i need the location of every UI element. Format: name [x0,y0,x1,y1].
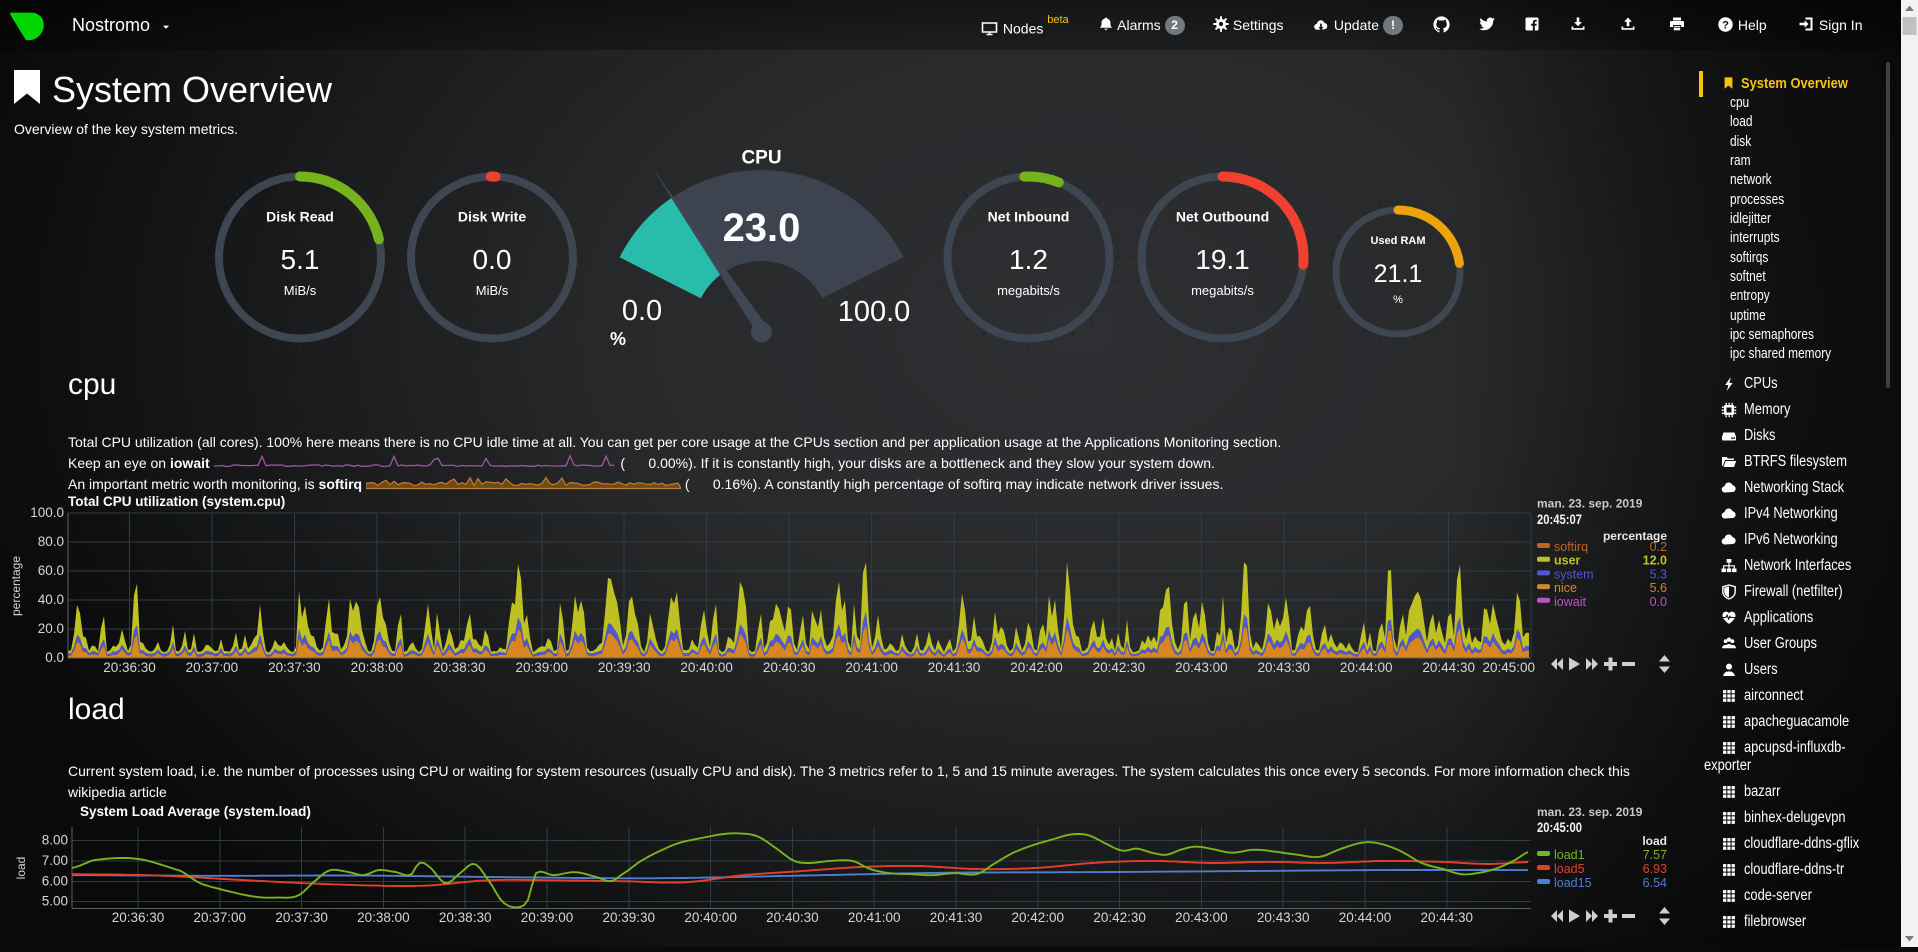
svg-text:20:44:30: 20:44:30 [1421,910,1474,925]
svg-text:21.1: 21.1 [1374,260,1423,288]
svg-text:20:45:07: 20:45:07 [1537,512,1582,527]
svg-text:Total CPU utilization (system.: Total CPU utilization (system.cpu) [68,494,285,509]
svg-text:20:37:30: 20:37:30 [275,910,328,925]
svg-text:12.0: 12.0 [1643,554,1667,568]
svg-text:6.54: 6.54 [1643,876,1667,890]
svg-text:20.0: 20.0 [38,621,64,636]
svg-text:20:38:00: 20:38:00 [351,660,404,675]
svg-text:20:40:30: 20:40:30 [766,910,819,925]
svg-text:System Load Average (system.lo: System Load Average (system.load) [80,804,311,819]
svg-text:Disk Write: Disk Write [458,209,526,225]
svg-text:20:39:00: 20:39:00 [516,660,569,675]
svg-text:80.0: 80.0 [38,534,64,549]
svg-text:7.00: 7.00 [42,853,68,868]
svg-text:0.2: 0.2 [1650,540,1667,554]
svg-text:1.2: 1.2 [1009,244,1048,275]
svg-text:20:43:30: 20:43:30 [1258,660,1311,675]
svg-text:CPU: CPU [741,148,781,169]
svg-text:nice: nice [1554,581,1577,595]
svg-text:20:40:00: 20:40:00 [680,660,733,675]
svg-text:20:41:00: 20:41:00 [845,660,898,675]
svg-text:20:42:00: 20:42:00 [1012,910,1065,925]
svg-text:0.0: 0.0 [45,650,64,665]
svg-text:20:38:30: 20:38:30 [433,660,486,675]
svg-text:iowait: iowait [1554,595,1586,609]
svg-text:softirq: softirq [1554,540,1588,554]
svg-text:megabits/s: megabits/s [997,283,1060,298]
svg-text:5.1: 5.1 [281,244,320,275]
svg-text:7.57: 7.57 [1643,848,1667,862]
svg-text:8.00: 8.00 [42,833,68,848]
svg-text:man. 23. sep. 2019: man. 23. sep. 2019 [1537,497,1643,511]
svg-text:6.93: 6.93 [1643,862,1667,876]
svg-text:20:40:30: 20:40:30 [763,660,816,675]
svg-text:60.0: 60.0 [38,563,64,578]
svg-text:Used RAM: Used RAM [1370,235,1425,247]
svg-text:user: user [1554,554,1581,568]
svg-text:5.00: 5.00 [42,894,68,909]
svg-text:100.0: 100.0 [838,296,911,328]
svg-text:Net Inbound: Net Inbound [988,209,1070,225]
svg-text:20:43:30: 20:43:30 [1257,910,1310,925]
svg-text:20:44:30: 20:44:30 [1422,660,1475,675]
svg-text:man. 23. sep. 2019: man. 23. sep. 2019 [1537,805,1643,819]
svg-text:20:38:00: 20:38:00 [357,910,410,925]
svg-text:system: system [1554,567,1594,581]
svg-text:20:45:00: 20:45:00 [1482,660,1535,675]
svg-text:20:41:30: 20:41:30 [928,660,981,675]
svg-text:load1: load1 [1554,848,1585,862]
svg-text:5.3: 5.3 [1650,567,1667,581]
svg-text:20:38:30: 20:38:30 [439,910,492,925]
svg-text:megabits/s: megabits/s [1191,283,1254,298]
svg-text:20:37:00: 20:37:00 [194,910,247,925]
svg-text:MiB/s: MiB/s [476,283,509,298]
svg-text:23.0: 23.0 [723,206,801,250]
svg-text:20:36:30: 20:36:30 [112,910,165,925]
svg-text:20:39:00: 20:39:00 [521,910,574,925]
svg-text:20:39:30: 20:39:30 [598,660,651,675]
svg-text:20:42:30: 20:42:30 [1093,910,1146,925]
svg-text:20:43:00: 20:43:00 [1175,660,1228,675]
svg-text:20:37:30: 20:37:30 [268,660,321,675]
svg-text:20:44:00: 20:44:00 [1340,660,1393,675]
svg-text:20:39:30: 20:39:30 [603,910,656,925]
svg-text:Disk Read: Disk Read [266,209,334,225]
svg-text:%: % [610,329,626,349]
svg-text:0.0: 0.0 [473,244,512,275]
svg-text:20:36:30: 20:36:30 [103,660,156,675]
svg-text:load5: load5 [1554,862,1585,876]
svg-text:Net Outbound: Net Outbound [1176,209,1269,225]
svg-text:MiB/s: MiB/s [284,283,317,298]
svg-text:percentage: percentage [1603,529,1667,543]
svg-text:20:45:00: 20:45:00 [1537,820,1582,835]
svg-text:5.6: 5.6 [1650,581,1667,595]
svg-text:load: load [14,857,28,880]
svg-text:%: % [1393,294,1403,306]
svg-text:20:37:00: 20:37:00 [186,660,239,675]
svg-text:20:41:00: 20:41:00 [848,910,901,925]
svg-text:19.1: 19.1 [1195,244,1250,275]
svg-text:20:42:30: 20:42:30 [1093,660,1146,675]
svg-text:0.0: 0.0 [622,295,662,327]
svg-text:load: load [1642,834,1667,848]
svg-text:20:44:00: 20:44:00 [1339,910,1392,925]
svg-text:20:41:30: 20:41:30 [930,910,983,925]
svg-text:6.00: 6.00 [42,873,68,888]
svg-text:40.0: 40.0 [38,592,64,607]
svg-text:?: ? [1722,19,1729,31]
svg-text:0.0: 0.0 [1650,595,1667,609]
svg-text:20:40:00: 20:40:00 [684,910,737,925]
svg-text:load15: load15 [1554,876,1592,890]
svg-text:20:43:00: 20:43:00 [1175,910,1228,925]
svg-text:20:42:00: 20:42:00 [1010,660,1063,675]
svg-text:100.0: 100.0 [30,505,64,520]
svg-text:percentage: percentage [9,556,23,616]
